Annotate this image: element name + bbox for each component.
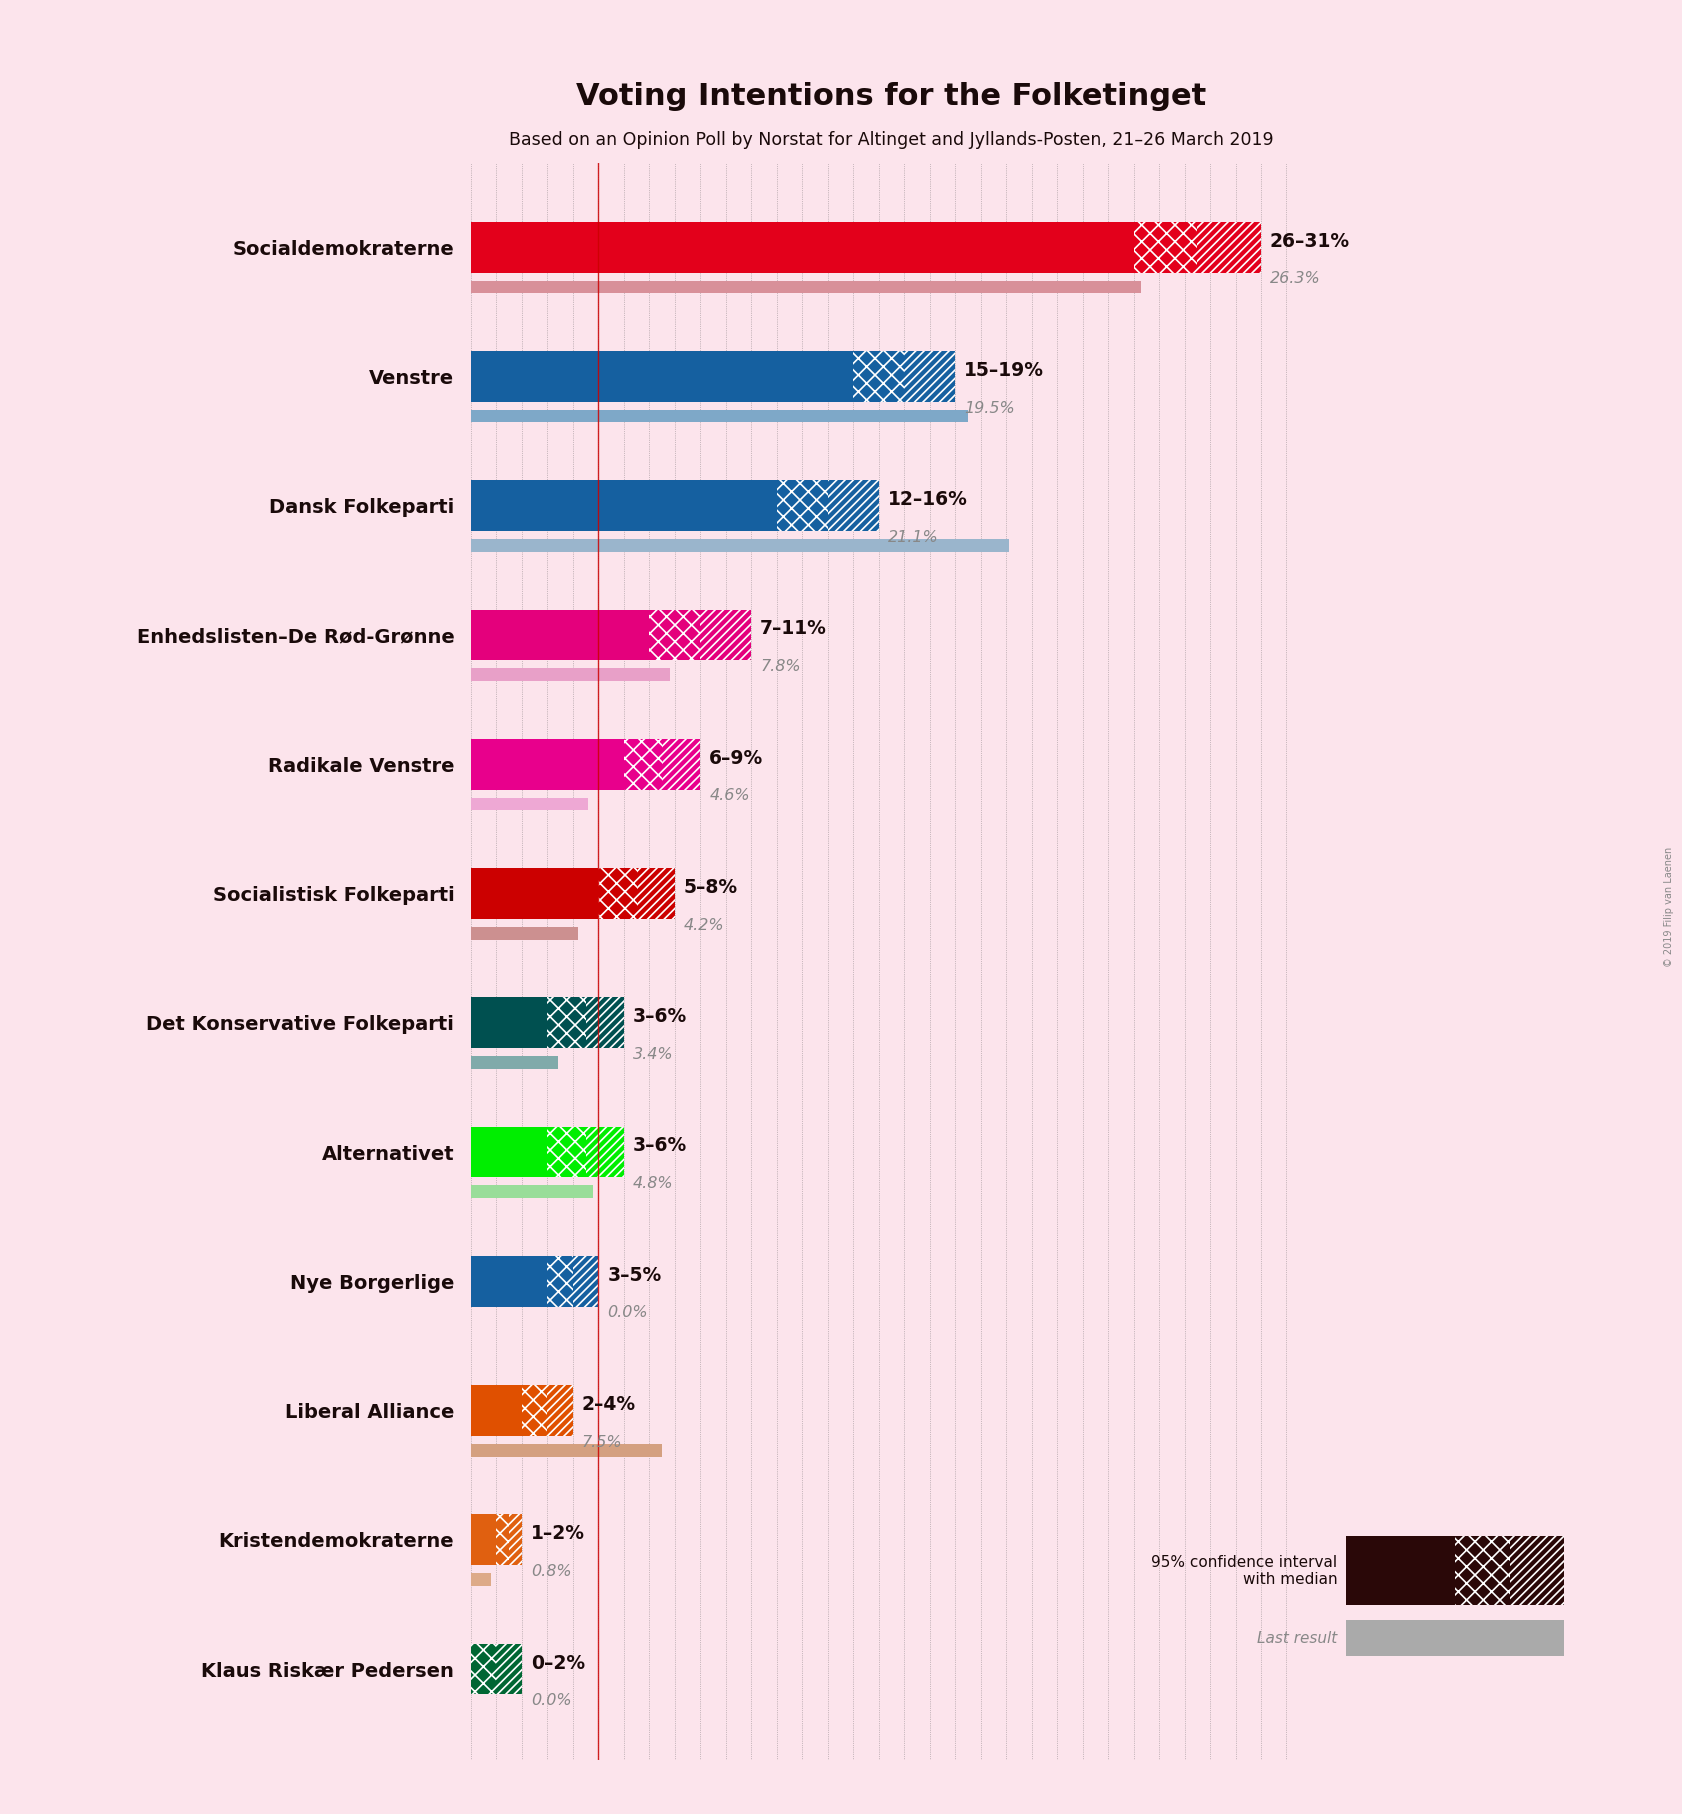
Bar bbox=[471, 1444, 663, 1457]
Bar bbox=[777, 481, 828, 532]
Bar bbox=[547, 1386, 574, 1437]
Bar bbox=[471, 352, 853, 403]
Text: 3.4%: 3.4% bbox=[632, 1047, 673, 1061]
Bar bbox=[1346, 1536, 1455, 1605]
Bar bbox=[471, 1643, 496, 1694]
Text: 4.6%: 4.6% bbox=[710, 789, 750, 804]
Bar bbox=[471, 539, 1009, 551]
Bar bbox=[471, 1126, 547, 1177]
Bar bbox=[547, 1126, 585, 1177]
Text: 3–6%: 3–6% bbox=[632, 1007, 686, 1027]
Text: 26.3%: 26.3% bbox=[1270, 272, 1320, 287]
Bar bbox=[471, 798, 589, 811]
Bar bbox=[471, 869, 599, 920]
Bar bbox=[471, 738, 624, 789]
Text: 0–2%: 0–2% bbox=[532, 1654, 585, 1673]
Text: 19.5%: 19.5% bbox=[964, 401, 1014, 415]
Bar bbox=[853, 352, 905, 403]
Bar bbox=[510, 1515, 521, 1565]
Bar bbox=[547, 998, 585, 1048]
Text: 7.8%: 7.8% bbox=[760, 658, 801, 675]
Bar bbox=[471, 1515, 496, 1565]
Bar bbox=[471, 998, 547, 1048]
Bar bbox=[1198, 221, 1262, 272]
Bar bbox=[471, 1056, 558, 1068]
Text: 15–19%: 15–19% bbox=[964, 361, 1045, 379]
Bar bbox=[471, 668, 669, 680]
Bar bbox=[636, 869, 674, 920]
Bar bbox=[828, 481, 878, 532]
Bar bbox=[1510, 1536, 1564, 1605]
Bar bbox=[521, 1386, 547, 1437]
Bar bbox=[547, 1255, 574, 1306]
Bar bbox=[496, 1643, 521, 1694]
Text: 7.5%: 7.5% bbox=[582, 1435, 622, 1449]
Bar bbox=[471, 1573, 491, 1585]
Bar bbox=[700, 610, 752, 660]
Text: 21.1%: 21.1% bbox=[888, 530, 939, 544]
Text: 4.2%: 4.2% bbox=[685, 918, 725, 932]
Text: 3–6%: 3–6% bbox=[632, 1137, 686, 1156]
Text: 6–9%: 6–9% bbox=[710, 749, 764, 767]
Text: 2–4%: 2–4% bbox=[582, 1395, 636, 1413]
Text: © 2019 Filip van Laenen: © 2019 Filip van Laenen bbox=[1663, 847, 1674, 967]
Bar bbox=[585, 1126, 624, 1177]
Bar bbox=[471, 281, 1140, 294]
Text: 3–5%: 3–5% bbox=[607, 1266, 661, 1284]
Bar bbox=[663, 738, 700, 789]
Bar bbox=[1455, 1536, 1510, 1605]
Bar bbox=[471, 1386, 521, 1437]
Text: 12–16%: 12–16% bbox=[888, 490, 967, 510]
Bar bbox=[496, 1515, 510, 1565]
Bar bbox=[471, 927, 579, 940]
Bar bbox=[905, 352, 955, 403]
Bar bbox=[574, 1255, 599, 1306]
Text: 26–31%: 26–31% bbox=[1270, 232, 1351, 250]
Text: 7–11%: 7–11% bbox=[760, 619, 828, 639]
Bar bbox=[1134, 221, 1198, 272]
Text: 1–2%: 1–2% bbox=[532, 1524, 585, 1544]
Text: 4.8%: 4.8% bbox=[632, 1175, 673, 1192]
Bar bbox=[649, 610, 700, 660]
Bar bbox=[471, 1255, 547, 1306]
Bar bbox=[471, 481, 777, 532]
Bar bbox=[624, 738, 663, 789]
Bar bbox=[471, 610, 649, 660]
Text: Last result: Last result bbox=[1256, 1631, 1337, 1645]
Bar bbox=[599, 869, 636, 920]
Text: 0.8%: 0.8% bbox=[532, 1564, 572, 1578]
Bar bbox=[471, 1185, 594, 1197]
Text: Voting Intentions for the Folketinget: Voting Intentions for the Folketinget bbox=[577, 82, 1206, 111]
Text: 0.0%: 0.0% bbox=[607, 1306, 648, 1321]
Text: Based on an Opinion Poll by Norstat for Altinget and Jyllands-Posten, 21–26 Marc: Based on an Opinion Poll by Norstat for … bbox=[510, 131, 1273, 149]
Bar bbox=[585, 998, 624, 1048]
Text: 5–8%: 5–8% bbox=[685, 878, 738, 896]
Bar bbox=[471, 221, 1134, 272]
Bar bbox=[471, 410, 967, 423]
Text: 95% confidence interval
with median: 95% confidence interval with median bbox=[1150, 1555, 1337, 1587]
Text: 0.0%: 0.0% bbox=[532, 1692, 572, 1709]
